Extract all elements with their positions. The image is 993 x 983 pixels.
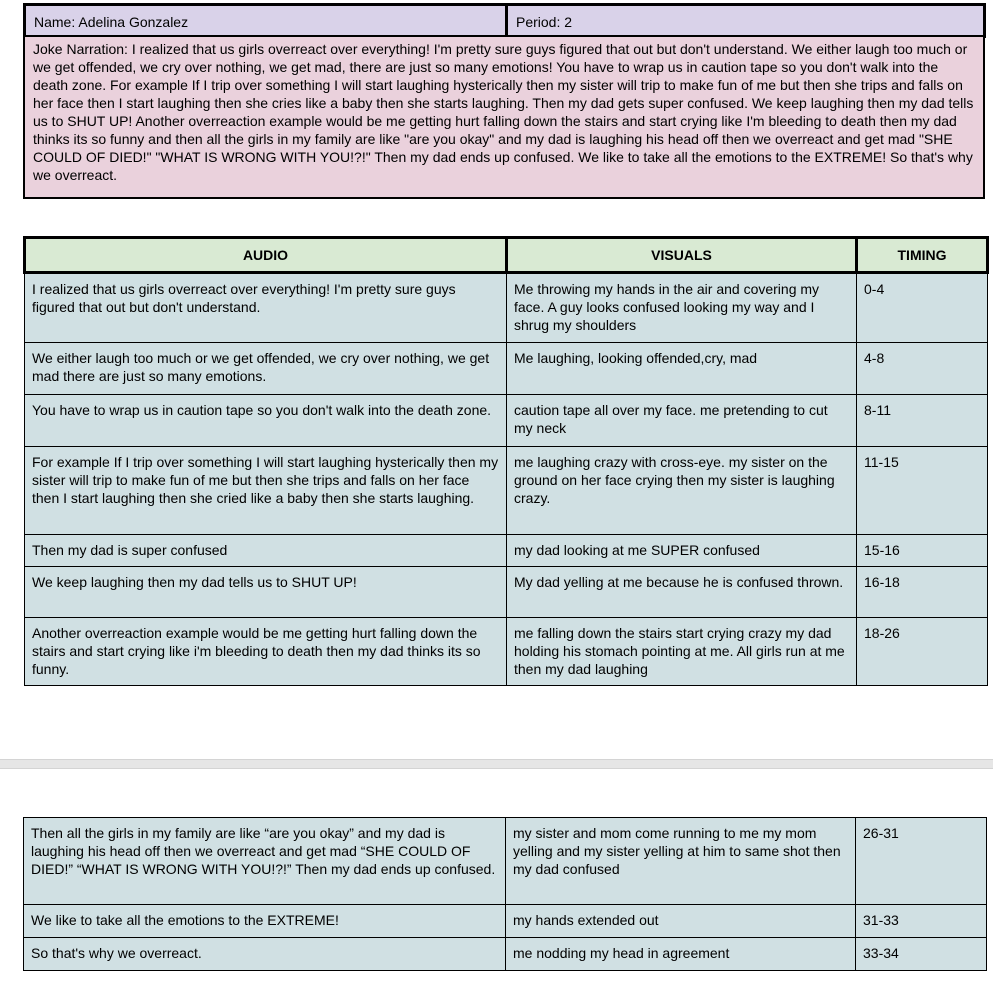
cell-timing: 8-11 xyxy=(856,394,988,447)
cell-audio: We either laugh too much or we get offen… xyxy=(24,342,507,395)
table-row: We either laugh too much or we get offen… xyxy=(24,342,988,395)
cell-timing: 4-8 xyxy=(856,342,988,395)
script-table-continued: Then all the girls in my family are like… xyxy=(23,817,987,971)
cell-visuals: my hands extended out xyxy=(505,904,856,938)
cell-audio: Then my dad is super confused xyxy=(24,534,507,567)
cell-visuals: me falling down the stairs start crying … xyxy=(506,617,857,686)
cell-visuals: me nodding my head in agreement xyxy=(505,937,856,971)
cell-timing: 15-16 xyxy=(856,534,988,567)
cell-audio: I realized that us girls overreact over … xyxy=(24,272,507,343)
cell-visuals: My dad yelling at me because he is confu… xyxy=(506,566,857,618)
cell-visuals: my sister and mom come running to me my … xyxy=(505,817,856,905)
script-table: AUDIO VISUALS TIMING I realized that us … xyxy=(23,236,989,686)
table-row: Another overreaction example would be me… xyxy=(24,617,988,686)
cell-timing: 18-26 xyxy=(856,617,988,686)
joke-narration: Joke Narration: I realized that us girls… xyxy=(23,37,985,199)
table-row: Then all the girls in my family are like… xyxy=(23,817,987,905)
column-header-audio: AUDIO xyxy=(23,236,508,274)
column-header-visuals: VISUALS xyxy=(505,236,858,274)
table-row: You have to wrap us in caution tape so y… xyxy=(24,394,988,447)
table-row: Then my dad is super confused my dad look… xyxy=(24,534,988,567)
cell-timing: 0-4 xyxy=(856,272,988,343)
cell-timing: 33-34 xyxy=(855,937,987,971)
cell-audio: Another overreaction example would be me… xyxy=(24,617,507,686)
column-header-timing: TIMING xyxy=(855,236,989,274)
cell-timing: 16-18 xyxy=(856,566,988,618)
student-name: Name: Adelina Gonzalez xyxy=(23,3,508,38)
table-row: We keep laughing then my dad tells us to… xyxy=(24,566,988,618)
cell-visuals: Me laughing, looking offended,cry, mad xyxy=(506,342,857,395)
cell-audio: So that's why we overreact. xyxy=(23,937,506,971)
cell-audio: We keep laughing then my dad tells us to… xyxy=(24,566,507,618)
cell-audio: You have to wrap us in caution tape so y… xyxy=(24,394,507,447)
table-header-row: AUDIO VISUALS TIMING xyxy=(23,236,989,274)
page-break xyxy=(0,759,993,769)
cell-visuals: Me throwing my hands in the air and cove… xyxy=(506,272,857,343)
cell-timing: 11-15 xyxy=(856,446,988,535)
table-row: I realized that us girls overreact over … xyxy=(24,272,988,343)
cell-visuals: caution tape all over my face. me preten… xyxy=(506,394,857,447)
cell-timing: 26-31 xyxy=(855,817,987,905)
cell-visuals: me laughing crazy with cross-eye. my sis… xyxy=(506,446,857,535)
class-period: Period: 2 xyxy=(505,3,986,38)
cell-audio: We like to take all the emotions to the … xyxy=(23,904,506,938)
cell-audio: Then all the girls in my family are like… xyxy=(23,817,506,905)
cell-timing: 31-33 xyxy=(855,904,987,938)
table-row: For example If I trip over something I w… xyxy=(24,446,988,535)
cell-audio: For example If I trip over something I w… xyxy=(24,446,507,535)
table-row: We like to take all the emotions to the … xyxy=(23,904,987,938)
table-row: So that's why we overreact. me nodding my… xyxy=(23,937,987,971)
cell-visuals: my dad looking at me SUPER confused xyxy=(506,534,857,567)
